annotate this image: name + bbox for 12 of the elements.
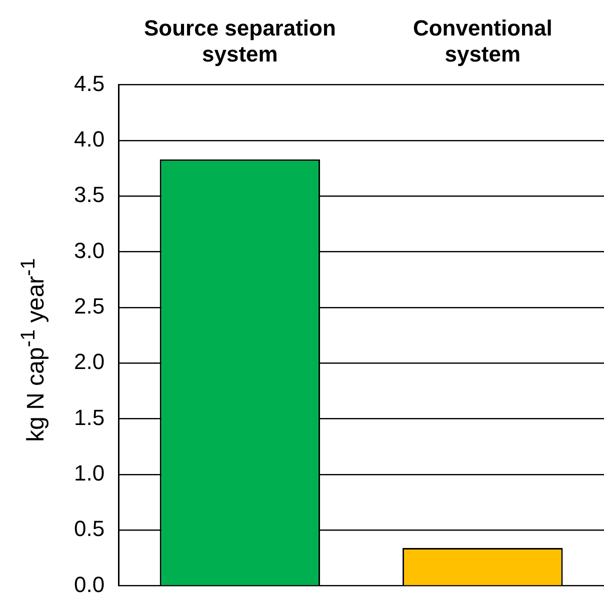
x-tick-label: Source separation system <box>144 15 336 67</box>
y-tick-label: 1.0 <box>74 460 105 486</box>
y-tick-label: 3.0 <box>74 238 105 263</box>
x-tick-label: Conventional system <box>412 15 552 67</box>
y-tick-label: 2.5 <box>74 294 105 319</box>
y-tick-label: 3.5 <box>74 182 105 208</box>
y-tick-label: 1.5 <box>74 404 105 430</box>
y-tick-label: 0.0 <box>74 572 105 597</box>
y-tick-label: 4.0 <box>74 126 105 152</box>
y-tick-label: 4.5 <box>74 70 105 96</box>
y-tick-label: 0.5 <box>74 516 105 542</box>
y-tick-label: 2.0 <box>74 349 105 374</box>
